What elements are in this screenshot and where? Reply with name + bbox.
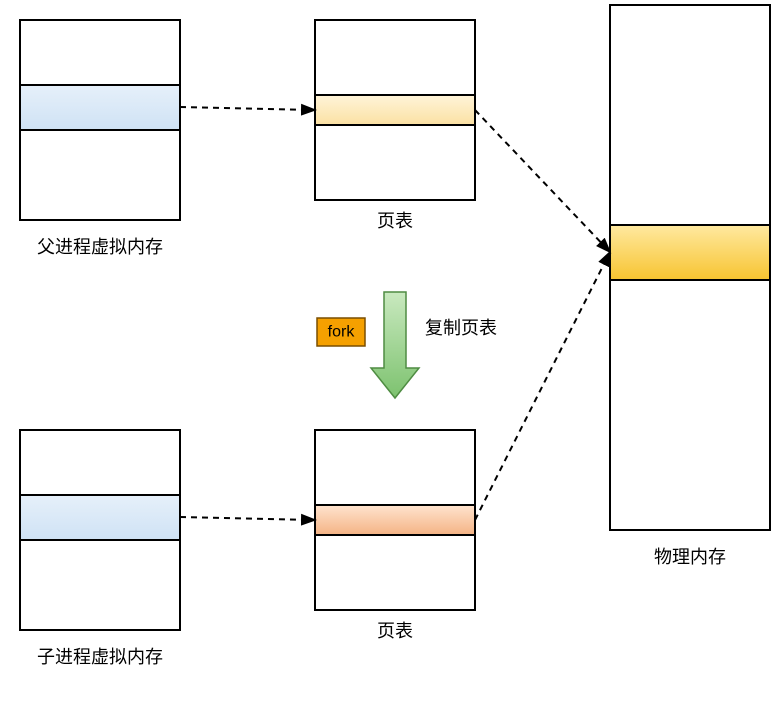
connector-0 (180, 107, 315, 110)
page-table-bottom-label: 页表 (377, 621, 413, 641)
connector-2 (475, 110, 610, 252)
connector-3 (475, 252, 610, 520)
page-table-bottom-box (315, 430, 475, 610)
physical-memory-label: 物理内存 (654, 547, 726, 567)
physical-memory-box (610, 5, 770, 530)
parent-virtual-memory-box (20, 20, 180, 220)
parent-vm-label: 父进程虚拟内存 (37, 237, 163, 257)
child-virtual-memory-box (20, 430, 180, 630)
fork-tag: fork (317, 318, 365, 346)
connector-1 (180, 517, 315, 520)
fork-tag-label: fork (328, 324, 356, 341)
copy-arrow-down-icon (371, 292, 419, 398)
child-vm-label: 子进程虚拟内存 (37, 647, 163, 667)
page-table-top-box (315, 20, 475, 200)
page-table-top-label: 页表 (377, 211, 413, 231)
copy-pagetable-label: 复制页表 (425, 318, 497, 338)
fork-copy-pagetable-diagram: fork父进程虚拟内存子进程虚拟内存页表页表物理内存复制页表 (0, 0, 774, 707)
